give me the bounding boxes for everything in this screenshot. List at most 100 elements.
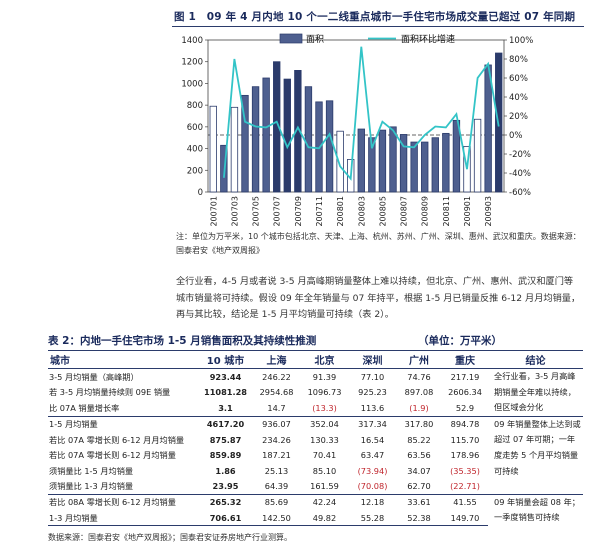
table-cell: 33.61 bbox=[396, 493, 442, 511]
table-cell: 41.55 bbox=[442, 493, 488, 511]
bar-200706 bbox=[262, 77, 270, 193]
table-cell: 925.23 bbox=[358, 387, 387, 398]
table-cell: 115.70 bbox=[450, 434, 480, 445]
right-axis-tick-label: 40% bbox=[509, 93, 528, 103]
table-row: 3-5 月均销量（高峰期） 923.44 246.22 91.39 77.10 74.76… bbox=[48, 368, 583, 417]
table-title-text: 表 2：内地一手住宅市场 1-5 月销售面积及其持续性推测 bbox=[48, 335, 317, 347]
table-cell: 91.39 bbox=[300, 368, 349, 385]
table-cell: 23.95 bbox=[212, 481, 239, 492]
bar-200803 bbox=[357, 128, 365, 193]
table-row: 1-3 月均销量 706.61 142.50 49.82 55.28 52.38 149.7… bbox=[48, 510, 583, 527]
table-cell: 52.38 bbox=[396, 510, 442, 527]
bar-200804 bbox=[368, 137, 376, 193]
right-axis-tick-label: 20% bbox=[509, 112, 528, 122]
sales-table: 城市 10 城市 上海 北京 深圳 广州 重庆 结论 3-5 月均销量（高峰期）… bbox=[48, 350, 583, 527]
table-cell: 859.89 bbox=[209, 450, 242, 461]
row-label: 若 3-5 月均销量持续则 09E 销量 bbox=[49, 387, 171, 398]
table-cell: (22.71) bbox=[450, 481, 480, 492]
table-cell: 217.19 bbox=[442, 368, 488, 385]
x-tick-label: 200805 bbox=[378, 196, 387, 226]
legend-bar-swatch bbox=[279, 33, 303, 44]
table-cell: 64.39 bbox=[264, 481, 289, 492]
table-row: 若比 07A 零增长则 6-12 月均销量 859.89 187.21 70.41 63… bbox=[48, 447, 583, 463]
figure-note: 注：单位为万平米，10 个城市包括北京、天津、上海、杭州、苏州、广州、深圳、惠州… bbox=[176, 232, 581, 255]
row-label: 1-3 月均销量 bbox=[48, 510, 198, 527]
table-cell: 63.56 bbox=[407, 450, 431, 461]
right-axis-tick-label: 60% bbox=[509, 74, 528, 84]
table-row: 1-5 月均销量 4617.20 936.07 352.04 317.34 317.80 8… bbox=[48, 415, 583, 495]
x-tick-label: 200707 bbox=[273, 196, 282, 226]
header-10-cities: 10 城市 bbox=[198, 350, 253, 369]
table-cell: 34.07 bbox=[407, 465, 431, 476]
row-label: 3-5 月均销量（高峰期） bbox=[48, 368, 198, 385]
x-tick-label: 200901 bbox=[463, 196, 472, 226]
x-tick-label: 200801 bbox=[336, 196, 345, 226]
left-axis-tick-label: 600 bbox=[187, 123, 203, 133]
table-cell: (35.35) bbox=[450, 465, 480, 476]
header-shenzhen: 深圳 bbox=[349, 350, 396, 369]
bar-200810 bbox=[431, 137, 439, 193]
x-tick-label: 200711 bbox=[315, 196, 324, 226]
header-city: 城市 bbox=[48, 350, 198, 369]
table-cell: 149.70 bbox=[442, 510, 488, 527]
legend-line-label: 面积环比增速 bbox=[401, 33, 455, 45]
bar-200705 bbox=[251, 86, 260, 193]
table-cell: 352.04 bbox=[300, 415, 349, 432]
bar-200809 bbox=[421, 141, 429, 193]
bar-200707 bbox=[273, 61, 281, 193]
table-cell: 113.6 bbox=[360, 403, 385, 414]
table-cell: 25.13 bbox=[264, 465, 289, 476]
bar-200801 bbox=[336, 130, 344, 193]
conclusion-cell: 09 年销量整体上达到或超过 07 年可期；一年度走势 5 个月平均销量可持续 bbox=[488, 415, 583, 495]
table-cell: 55.28 bbox=[349, 510, 396, 527]
x-tick-label: 200705 bbox=[252, 196, 261, 226]
table-cell: 4617.20 bbox=[198, 415, 253, 432]
table-cell: 70.41 bbox=[312, 450, 337, 461]
table-cell: 14.7 bbox=[267, 403, 286, 414]
table-cell: 317.34 bbox=[349, 415, 396, 432]
right-axis-tick-label: 80% bbox=[509, 55, 528, 65]
right-axis-tick-label: 0% bbox=[509, 131, 523, 141]
table-cell: 42.24 bbox=[300, 493, 349, 511]
bar-200903 bbox=[484, 64, 492, 193]
conclusion-cell: 09 年销量会超 08 年；一季度销售可持续 bbox=[488, 493, 583, 526]
bar-200709 bbox=[294, 70, 302, 193]
left-axis-tick-label: 0 bbox=[198, 188, 203, 198]
table-cell: 11081.28 bbox=[204, 387, 247, 398]
row-label: 须销量比 1-3 月均销量 bbox=[49, 481, 134, 492]
table-cell: 894.78 bbox=[442, 415, 488, 432]
table-cell: 52.9 bbox=[455, 403, 475, 414]
table-cell: 85.69 bbox=[253, 493, 300, 511]
table-body: 3-5 月均销量（高峰期） 923.44 246.22 91.39 77.10 74.76… bbox=[48, 368, 583, 527]
bar-200710 bbox=[304, 86, 313, 193]
table-header-row: 城市 10 城市 上海 北京 深圳 广州 重庆 结论 bbox=[48, 350, 583, 369]
table-cell: (1.9) bbox=[409, 403, 429, 414]
table-row: 比 07A 销量增长率 3.1 14.7 (13.3) 113.6 (1.9) 52.9 bbox=[48, 400, 583, 416]
table-cell: 875.87 bbox=[209, 434, 242, 445]
table-cell: 246.22 bbox=[253, 368, 300, 385]
table-cell: (73.94) bbox=[357, 465, 388, 476]
row-label: 1-5 月均销量 bbox=[48, 415, 198, 432]
table-cell: 16.54 bbox=[360, 434, 385, 445]
header-conclusion: 结论 bbox=[488, 350, 583, 369]
bar-200805 bbox=[378, 129, 387, 193]
table-cell: 3.1 bbox=[218, 403, 233, 414]
table-cell: 187.21 bbox=[262, 450, 291, 461]
table-cell: (70.08) bbox=[357, 481, 388, 492]
table-row: 若比 07A 零增长则 6-12 月月均销量 875.87 234.26 130.33… bbox=[48, 432, 583, 448]
table-cell: 161.59 bbox=[310, 481, 339, 492]
right-axis-tick-label: -60% bbox=[509, 188, 531, 198]
table-cell: 142.50 bbox=[253, 510, 300, 527]
bar-200902 bbox=[473, 118, 482, 193]
table-source: 数据来源：国泰君安《地产双周报》；国泰君安证券房地产行业测算。 bbox=[48, 533, 292, 542]
table-cell: 49.82 bbox=[300, 510, 349, 527]
table-cell: 85.22 bbox=[407, 434, 431, 445]
table-cell: 897.08 bbox=[404, 387, 434, 398]
table-cell: 1096.73 bbox=[307, 387, 342, 398]
header-shanghai: 上海 bbox=[253, 350, 300, 369]
left-axis-tick-label: 1000 bbox=[181, 79, 203, 89]
volume-chart: 0 200 400 600 800 1000 1200 1400 -60% -40% -20% 0% 2… bbox=[181, 33, 533, 226]
x-tick-label: 200809 bbox=[421, 196, 430, 226]
table-row: 若比 08A 零增长则 6-12 月均销量 265.32 85.69 42.24 12.… bbox=[48, 493, 583, 526]
table-cell: 265.32 bbox=[198, 493, 253, 511]
